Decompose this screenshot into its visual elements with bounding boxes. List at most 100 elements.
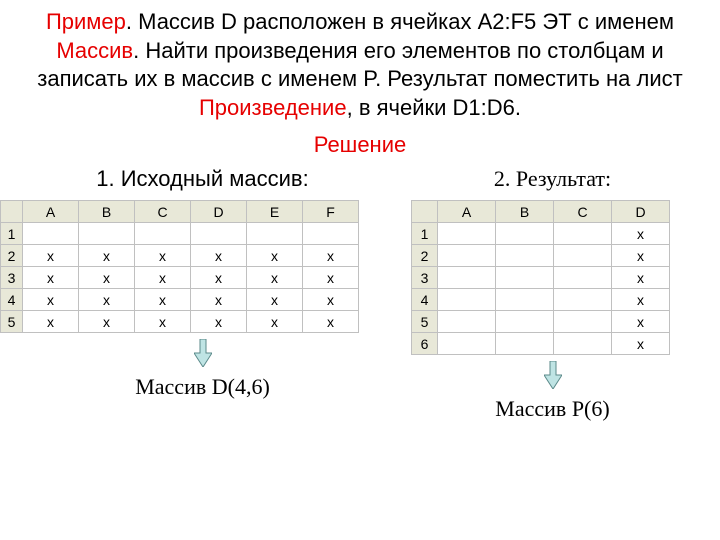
sheet-right: A B C D 1 x 2 xyxy=(411,200,670,355)
col-header: F xyxy=(303,201,359,223)
arrow-left-wrap xyxy=(10,339,395,372)
cell xyxy=(438,245,496,267)
left-subhead: 1. Исходный массив: xyxy=(10,166,395,192)
sheet-left-wrap: A B C D E F 1 xyxy=(0,200,395,333)
cell: x xyxy=(247,267,303,289)
row-header: 1 xyxy=(412,223,438,245)
right-caption: Массив P(6) xyxy=(395,396,710,422)
cell: x xyxy=(79,311,135,333)
cell: x xyxy=(247,245,303,267)
arrow-down-icon xyxy=(194,339,212,367)
table-row: 4 x x x x x x xyxy=(1,289,359,311)
cell xyxy=(438,267,496,289)
cell xyxy=(438,223,496,245)
slide: Пример. Массив D расположен в ячейках A2… xyxy=(0,0,720,540)
intro-word-proizv: Произведение xyxy=(199,95,347,120)
cell: x xyxy=(303,311,359,333)
table-row: 5 x x x x x x xyxy=(1,311,359,333)
cell xyxy=(303,223,359,245)
cell: x xyxy=(612,267,670,289)
sheet-right-header-row: A B C D xyxy=(412,201,670,223)
cell: x xyxy=(135,267,191,289)
cell: x xyxy=(247,311,303,333)
cell: x xyxy=(612,311,670,333)
cell: x xyxy=(191,267,247,289)
right-subhead: 2. Результат: xyxy=(395,166,710,192)
columns: 1. Исходный массив: A B C D E F 1 xyxy=(10,162,710,422)
solution-label: Решение xyxy=(10,132,710,158)
cell xyxy=(496,223,554,245)
col-left: 1. Исходный массив: A B C D E F 1 xyxy=(10,162,395,422)
table-row: 3 x xyxy=(412,267,670,289)
cell xyxy=(496,333,554,355)
table-row: 1 x xyxy=(412,223,670,245)
row-header: 6 xyxy=(412,333,438,355)
cell xyxy=(135,223,191,245)
table-row: 2 x x x x x x xyxy=(1,245,359,267)
cell: x xyxy=(23,311,79,333)
row-header: 3 xyxy=(1,267,23,289)
cell: x xyxy=(23,289,79,311)
arrow-down-icon xyxy=(544,361,562,389)
cell: x xyxy=(303,289,359,311)
intro-seg2: . Найти произведения его элементов по ст… xyxy=(37,38,682,92)
intro-seg3: , в ячейки D1:D6. xyxy=(347,95,521,120)
table-row: 6 x xyxy=(412,333,670,355)
cell xyxy=(496,289,554,311)
col-header: D xyxy=(191,201,247,223)
cell: x xyxy=(135,311,191,333)
row-header: 3 xyxy=(412,267,438,289)
col-header: A xyxy=(23,201,79,223)
cell: x xyxy=(191,245,247,267)
cell xyxy=(438,333,496,355)
cell: x xyxy=(135,289,191,311)
cell xyxy=(554,267,612,289)
intro-seg1: . Массив D расположен в ячейках A2:F5 ЭТ… xyxy=(126,9,674,34)
row-header: 2 xyxy=(412,245,438,267)
col-right: 2. Результат: A B C D 1 x xyxy=(395,162,710,422)
cell: x xyxy=(23,245,79,267)
cell: x xyxy=(612,289,670,311)
cell xyxy=(554,311,612,333)
col-header: B xyxy=(496,201,554,223)
sheet-left-corner xyxy=(1,201,23,223)
row-header: 4 xyxy=(412,289,438,311)
cell xyxy=(438,311,496,333)
row-header: 5 xyxy=(1,311,23,333)
cell xyxy=(554,223,612,245)
cell xyxy=(554,333,612,355)
cell xyxy=(23,223,79,245)
table-row: 1 xyxy=(1,223,359,245)
sheet-right-corner xyxy=(412,201,438,223)
cell xyxy=(79,223,135,245)
cell xyxy=(496,245,554,267)
cell xyxy=(496,311,554,333)
sheet-right-wrap: A B C D 1 x 2 xyxy=(411,200,710,355)
cell xyxy=(438,289,496,311)
col-header: C xyxy=(554,201,612,223)
cell: x xyxy=(612,223,670,245)
intro-paragraph: Пример. Массив D расположен в ячейках A2… xyxy=(16,8,704,122)
cell xyxy=(554,289,612,311)
left-caption: Массив D(4,6) xyxy=(10,374,395,400)
row-header: 2 xyxy=(1,245,23,267)
cell: x xyxy=(79,245,135,267)
sheet-left: A B C D E F 1 xyxy=(0,200,359,333)
cell: x xyxy=(612,333,670,355)
cell: x xyxy=(247,289,303,311)
row-header: 1 xyxy=(1,223,23,245)
cell: x xyxy=(23,267,79,289)
col-header: D xyxy=(612,201,670,223)
row-header: 5 xyxy=(412,311,438,333)
cell: x xyxy=(191,289,247,311)
table-row: 4 x xyxy=(412,289,670,311)
cell: x xyxy=(79,289,135,311)
cell: x xyxy=(303,267,359,289)
table-row: 3 x x x x x x xyxy=(1,267,359,289)
col-header: E xyxy=(247,201,303,223)
col-header: C xyxy=(135,201,191,223)
cell: x xyxy=(612,245,670,267)
cell: x xyxy=(303,245,359,267)
cell: x xyxy=(135,245,191,267)
cell: x xyxy=(191,311,247,333)
